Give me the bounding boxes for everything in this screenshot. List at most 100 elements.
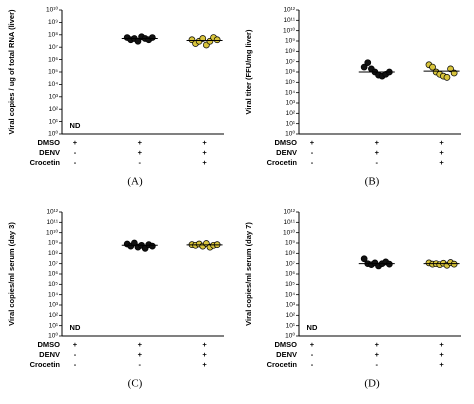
y-tick-label: 10⁹ [48, 240, 58, 247]
row-label: Crocetin [30, 360, 61, 369]
y-tick-label: 10¹² [283, 209, 295, 216]
panel-label: (D) [364, 378, 380, 390]
treatment-mark: + [202, 158, 207, 167]
y-tick-label: 10¹⁰ [283, 228, 295, 236]
y-tick-label: 10⁹ [48, 19, 58, 26]
y-tick-label: 10¹¹ [283, 219, 295, 226]
treatment-mark: - [311, 158, 314, 167]
y-tick-label: 10⁷ [285, 58, 295, 65]
treatment-mark: + [439, 158, 444, 167]
y-tick-label: 10¹² [46, 209, 58, 216]
treatment-mark: + [202, 350, 207, 359]
treatment-mark: + [202, 340, 207, 349]
y-tick-label: 10⁰ [285, 130, 295, 138]
row-label: DMSO [275, 340, 298, 349]
y-tick-label: 10⁹ [285, 240, 295, 247]
y-tick-label: 10¹ [286, 120, 296, 127]
y-tick-label: 10³ [49, 94, 59, 101]
y-tick-label: 10⁸ [48, 32, 58, 39]
y-tick-label: 10⁵ [285, 79, 295, 86]
treatment-mark: - [139, 360, 142, 369]
y-tick-label: 10⁷ [48, 44, 58, 51]
treatment-mark: + [202, 138, 207, 147]
y-tick-label: 10⁷ [285, 260, 295, 267]
y-tick-label: 10¹ [286, 322, 296, 329]
data-point [360, 63, 368, 71]
treatment-mark: + [375, 340, 380, 349]
y-tick-label: 10⁵ [285, 281, 295, 288]
y-tick-label: 10⁴ [48, 81, 58, 88]
row-label: DENV [276, 350, 297, 359]
y-tick-label: 10⁶ [285, 271, 295, 278]
y-tick-label: 10⁵ [48, 281, 58, 288]
y-tick-label: 10³ [286, 100, 296, 107]
treatment-mark: + [73, 138, 78, 147]
y-axis-label: Viral titer (FFU/mg liver) [244, 29, 253, 114]
y-axis-label: Viral copies / ug of total RNA (liver) [7, 9, 16, 135]
y-tick-label: 10¹¹ [46, 219, 58, 226]
data-point [443, 74, 451, 81]
y-tick-label: 10⁴ [285, 291, 295, 298]
row-label: DMSO [275, 138, 298, 147]
data-point [149, 242, 156, 250]
data-point [149, 34, 156, 41]
y-tick-label: 10² [49, 106, 59, 113]
panel: 10⁰ 10¹ 10² 10³ 10⁴ 10⁵ 10⁶ 10⁷ 10⁸ 10⁹ 10¹⁰ 10¹¹ 10… [7, 209, 224, 390]
treatment-mark: - [311, 350, 314, 359]
treatment-mark: + [202, 360, 207, 369]
treatment-mark: - [376, 158, 379, 167]
row-label: Crocetin [30, 158, 61, 167]
y-axis-label: Viral copies/ml serum (day 3) [7, 222, 16, 326]
nd-label: ND [70, 121, 81, 130]
y-tick-label: 10¹ [49, 118, 59, 125]
y-axis-label: Viral copies/ml serum (day 7) [244, 222, 253, 326]
y-tick-label: 10⁷ [48, 260, 58, 267]
data-point [364, 59, 372, 67]
treatment-mark: + [439, 138, 444, 147]
panel: 10⁰ 10¹ 10² 10³ 10⁴ 10⁵ 10⁶ 10⁷ 10⁸ 10⁹ 10¹⁰ 10¹¹ 10… [244, 7, 461, 188]
row-label: DMSO [38, 340, 61, 349]
treatment-mark: - [74, 148, 77, 157]
treatment-mark: + [138, 148, 143, 157]
treatment-mark: + [439, 148, 444, 157]
treatment-mark: + [439, 350, 444, 359]
y-tick-label: 10⁵ [48, 69, 58, 76]
treatment-mark: - [311, 148, 314, 157]
y-tick-label: 10¹⁰ [283, 26, 295, 34]
treatment-mark: - [74, 350, 77, 359]
data-point [447, 65, 454, 73]
y-tick-label: 10⁸ [285, 48, 295, 55]
y-tick-label: 10³ [286, 302, 296, 309]
row-label: Crocetin [267, 360, 298, 369]
panel-label: (C) [128, 378, 143, 390]
y-tick-label: 10⁶ [285, 69, 295, 76]
panel: 10⁰ 10¹ 10² 10³ 10⁴ 10⁵ 10⁶ 10⁷ 10⁸ 10⁹ 10¹⁰ Viral … [7, 6, 224, 188]
panel: 10⁰ 10¹ 10² 10³ 10⁴ 10⁵ 10⁶ 10⁷ 10⁸ 10⁹ 10¹⁰ 10¹¹ 10… [244, 209, 461, 390]
y-tick-label: 10³ [49, 302, 59, 309]
row-label: DMSO [38, 138, 61, 147]
treatment-mark: - [311, 360, 314, 369]
treatment-mark: - [74, 360, 77, 369]
panel-label: (A) [127, 176, 143, 188]
y-tick-label: 10⁰ [285, 332, 295, 340]
row-label: DENV [276, 148, 297, 157]
y-tick-label: 10¹⁰ [46, 228, 58, 236]
treatment-mark: + [202, 148, 207, 157]
data-point [131, 239, 138, 247]
y-tick-label: 10¹² [283, 7, 295, 14]
treatment-mark: + [310, 340, 315, 349]
nd-label: ND [70, 323, 81, 332]
data-point [429, 63, 436, 71]
y-tick-label: 10² [49, 312, 59, 319]
treatment-mark: - [376, 360, 379, 369]
treatment-mark: + [375, 148, 380, 157]
y-tick-label: 10¹¹ [283, 17, 295, 24]
y-tick-label: 10⁰ [48, 332, 58, 340]
y-tick-label: 10⁸ [285, 250, 295, 257]
treatment-mark: + [138, 340, 143, 349]
y-tick-label: 10⁸ [48, 250, 58, 257]
y-tick-label: 10¹⁰ [46, 6, 58, 14]
y-tick-label: 10⁶ [48, 271, 58, 278]
data-point [213, 36, 221, 44]
y-tick-label: 10⁴ [285, 89, 295, 96]
